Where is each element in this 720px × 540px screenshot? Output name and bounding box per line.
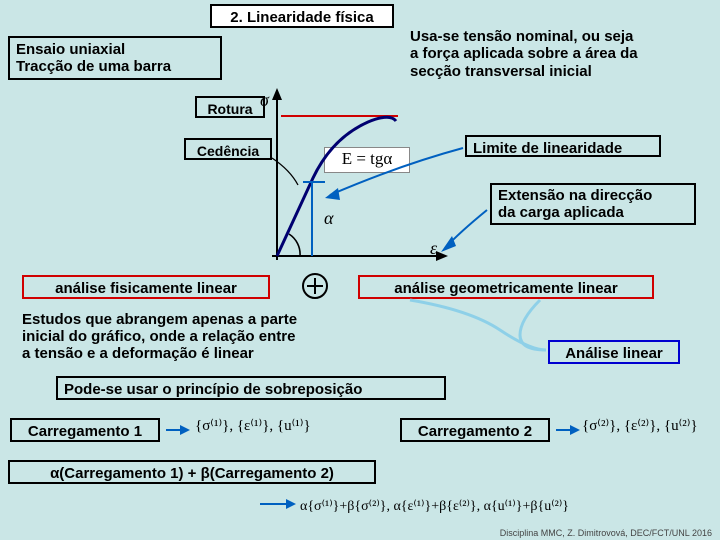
graph-svg (0, 0, 720, 540)
footer-text: Disciplina MMC, Z. Dimitrovová, DEC/FCT/… (500, 528, 712, 538)
